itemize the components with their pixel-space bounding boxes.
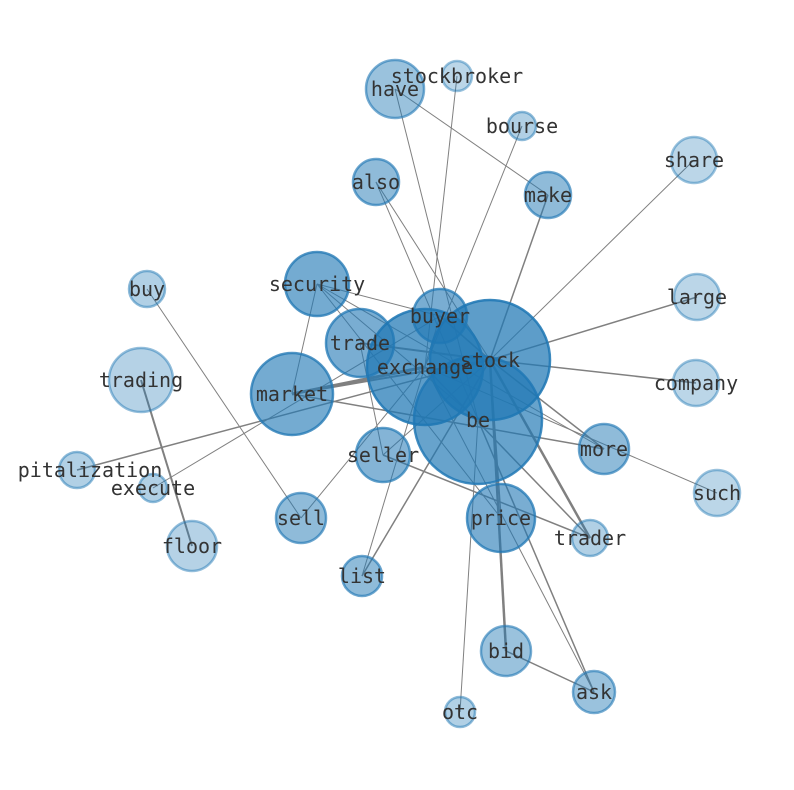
node-label-bid: bid [488,639,524,663]
node-label-have: have [371,77,419,101]
node-label-sell: sell [277,506,325,530]
edge-bid-ask [505,650,595,693]
node-label-ask: ask [576,680,612,704]
node-buyer [411,287,469,345]
node-such [692,468,742,518]
edge-make-have [394,88,549,196]
node-label-stockbroker: stockbroker [391,64,523,88]
node-more [577,422,631,476]
node-execute [137,472,169,504]
node-label-buyer: buyer [410,304,470,328]
node-label-list: list [338,564,386,588]
node-label-trading: trading [99,368,183,392]
node-have [364,58,426,120]
node-ask [571,669,617,715]
node-label-market: market [256,382,328,406]
node-make [523,170,573,220]
node-label-security: security [269,272,365,296]
edge-buy-sell [146,288,302,519]
node-stockbroker [440,59,474,93]
node-list [340,554,384,598]
node-price [465,482,537,554]
node-label-execute: execute [111,476,195,500]
node-buy [127,269,167,309]
node-seller [354,426,412,484]
edge-trading-floor [140,379,193,547]
node-label-floor: floor [162,534,222,558]
node-label-bourse: bourse [486,114,558,138]
node-trade [324,307,396,379]
node-large [672,272,722,322]
node-label-exchange: exchange [377,355,473,379]
node-also [351,157,401,207]
node-capitalization [57,450,97,490]
node-label-price: price [471,506,531,530]
node-bid [479,624,533,678]
node-label-more: more [580,437,628,461]
node-label-buy: buy [129,277,165,301]
node-be [412,354,544,486]
node-floor [165,519,219,573]
node-label-be: be [466,408,490,432]
node-label-company: company [654,371,738,395]
node-share [669,135,719,185]
node-label-trade: trade [330,331,390,355]
node-bourse [506,110,538,142]
node-label-such: such [693,481,741,505]
node-company [671,358,721,408]
node-label-capitalization: pitalization [18,458,163,482]
node-sell [274,491,328,545]
node-label-stock: stock [460,348,520,372]
node-label-trader: trader [554,526,626,550]
node-market [249,351,335,437]
node-trading [107,346,175,414]
node-security [283,250,351,318]
node-label-share: share [664,148,724,172]
node-otc [443,695,477,729]
node-label-otc: otc [442,700,478,724]
nodes [57,58,742,729]
node-label-also: also [352,170,400,194]
node-label-seller: seller [347,443,419,467]
node-label-make: make [524,183,572,207]
node-trader [570,518,610,558]
node-label-large: large [667,285,727,309]
